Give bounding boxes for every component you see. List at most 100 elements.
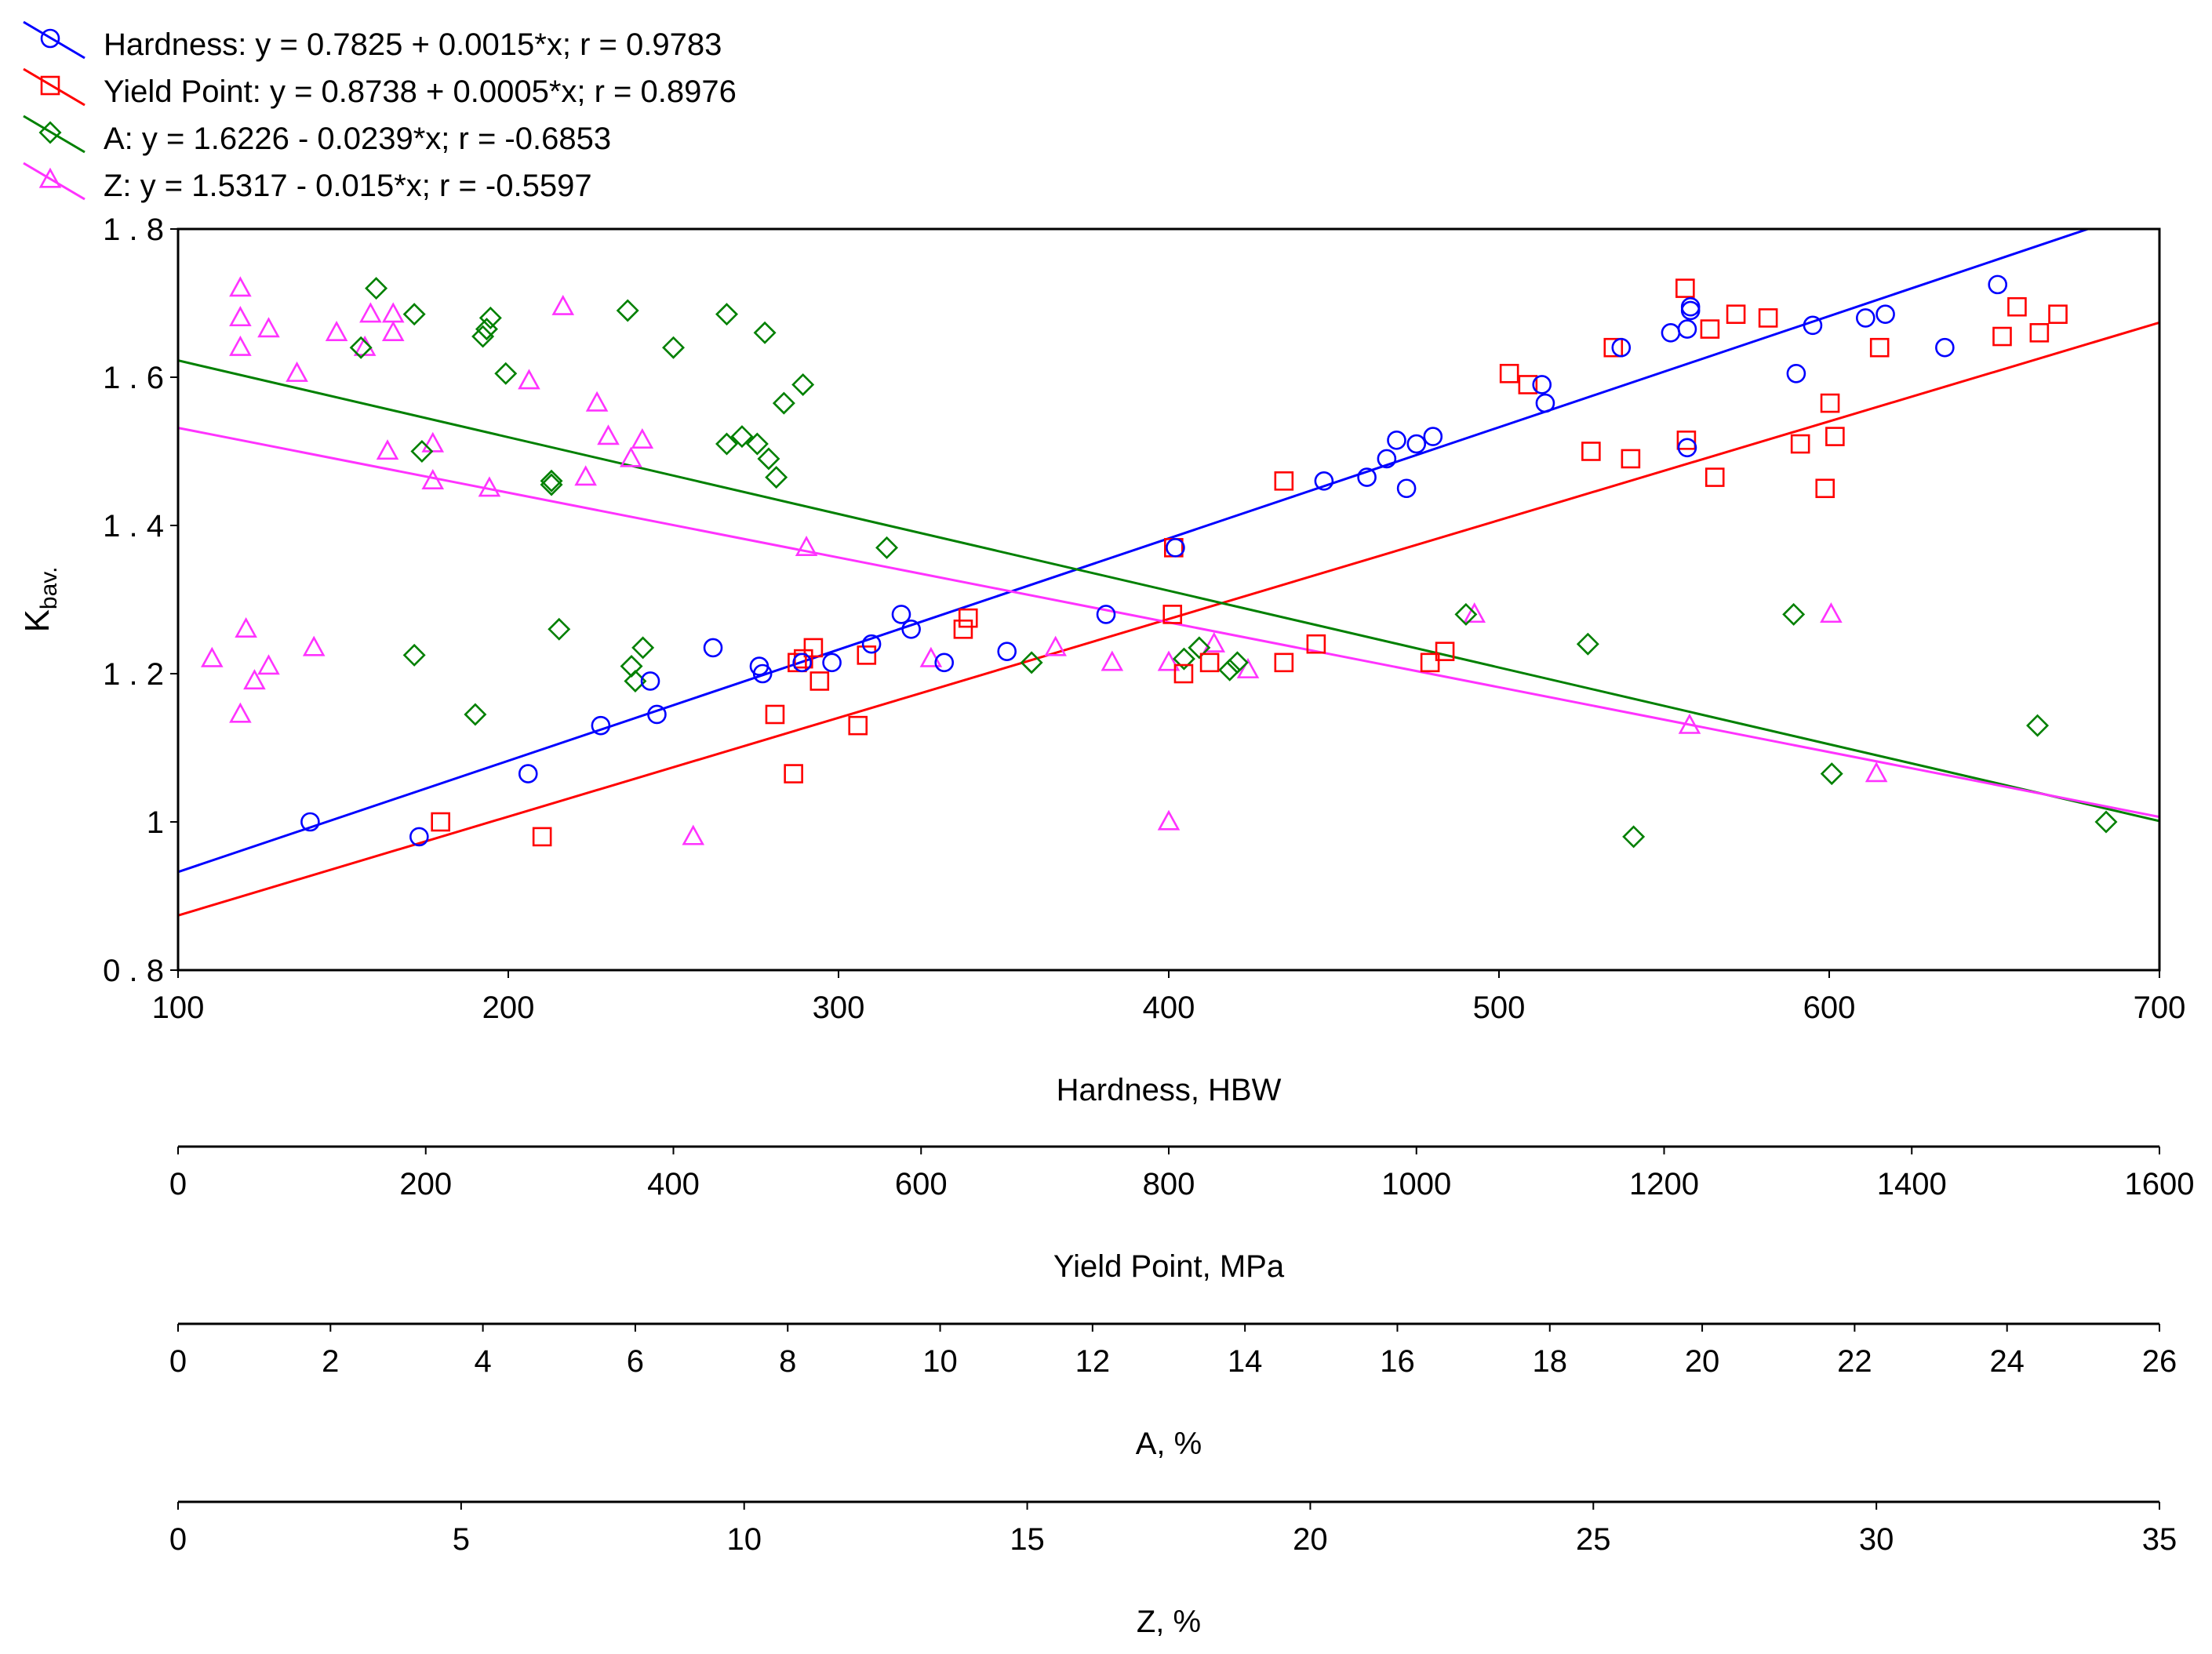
legend-line-a (23, 115, 85, 154)
legend-line-z (23, 162, 85, 201)
x-tick-label: 0 (169, 1167, 187, 1201)
data-point-a (478, 306, 502, 329)
data-point-yield-point (788, 653, 807, 673)
data-point-hardness (1786, 363, 1806, 384)
data-point-z (229, 335, 252, 356)
data-point-yield-point (1704, 467, 1725, 487)
data-point-z (325, 320, 348, 341)
data-point-z (1157, 650, 1181, 671)
x-axis-yield: 0 200 400 600 800 1000 1200 1400 1600 Yield Point… (169, 1145, 2194, 1284)
data-point-yield-point (1435, 642, 1455, 661)
data-point-z (585, 391, 609, 412)
data-point-yield-point (431, 812, 450, 832)
x-tick-label: 4 (474, 1344, 491, 1379)
legend-marker-z (38, 167, 62, 188)
data-point-yield-point (1790, 434, 1810, 454)
data-point-a (1188, 636, 1211, 660)
data-point-hardness (703, 638, 723, 658)
data-point-z (478, 476, 501, 497)
legend-label-yield-point: Yield Point: y = 0.8738 + 0.0005*x; r = … (104, 75, 737, 109)
data-point-z (421, 431, 445, 453)
data-point-hardness (1532, 375, 1552, 394)
regression-lines (178, 229, 2159, 917)
data-point-yield-point (1199, 653, 1220, 673)
data-point-z (1678, 713, 1701, 734)
data-point-hardness (591, 715, 611, 736)
data-point-a (1622, 825, 1646, 849)
x-axis-title: Yield Point, MPa (1053, 1249, 1285, 1284)
data-point-hardness (1875, 304, 1895, 324)
x-tick-label: 1200 (1629, 1167, 1699, 1201)
data-point-yield-point (1420, 653, 1440, 673)
data-point-a (662, 336, 685, 359)
data-point-z (421, 468, 445, 489)
data-point-hardness (1406, 434, 1427, 454)
y-axis-label: Kbav. (18, 567, 62, 633)
x-tick-label: 1400 (1877, 1167, 1947, 1201)
data-point-a (765, 466, 788, 489)
data-point-a (745, 432, 769, 456)
data-point-hardness (997, 642, 1017, 661)
x-tick-label: 12 (1075, 1344, 1111, 1379)
data-point-yield-point (532, 827, 552, 847)
x-axis-title: A, % (1136, 1427, 1202, 1461)
x-tick-label: 300 (813, 991, 865, 1025)
data-point-hardness (1680, 296, 1701, 317)
data-point-yield-point (1518, 375, 1538, 394)
data-point-yield-point (809, 671, 830, 691)
y-tick-label: 1 . 4 (103, 509, 164, 543)
data-point-a (875, 536, 899, 559)
data-point-hardness (1677, 438, 1697, 458)
data-point-z (229, 306, 252, 327)
y-tick-label: 1 . 2 (103, 657, 164, 692)
data-point-hardness (1387, 431, 1406, 450)
data-point-a (365, 277, 388, 300)
data-point-yield-point (1173, 663, 1194, 684)
x-tick-label: 400 (647, 1167, 700, 1201)
data-point-yield-point (1992, 326, 2012, 347)
x-tick-label: 14 (1228, 1344, 1263, 1379)
data-point-hardness (1377, 449, 1397, 469)
plot-area: 0 . 8 1 1 . 2 1 . 4 1 . 6 1 . 8 (103, 213, 2161, 988)
data-point-yield-point (2048, 304, 2068, 324)
data-point-hardness (1423, 427, 1443, 446)
data-point-a (616, 299, 639, 322)
data-point-z (1865, 762, 1888, 783)
data-point-a (494, 362, 518, 385)
y-tick-label: 0 . 8 (103, 954, 164, 988)
data-point-z (376, 439, 399, 460)
data-point-yield-point (1603, 337, 1624, 358)
data-point-hardness (861, 634, 882, 654)
data-point-a (1576, 632, 1599, 656)
data-point-yield-point (1726, 304, 1746, 324)
data-point-yield-point (1815, 478, 1835, 499)
x-tick-label: 26 (2142, 1344, 2177, 1379)
data-point-hardness (1677, 319, 1697, 339)
data-point-a (402, 643, 426, 667)
data-point-a (410, 440, 434, 463)
x-tick-label: 15 (1010, 1522, 1045, 1557)
x-tick-label: 25 (1576, 1522, 1611, 1557)
data-point-z (551, 294, 575, 315)
data-point-z (682, 824, 705, 845)
data-point-hardness (1535, 393, 1555, 413)
x-tick-label: 1000 (1381, 1167, 1451, 1201)
legend-line-yield-point (23, 67, 85, 107)
data-point-hardness (409, 827, 429, 847)
data-point-hardness (300, 812, 320, 832)
data-point-yield-point (1274, 471, 1294, 491)
x-tick-label: 400 (1143, 991, 1195, 1025)
data-point-z (1463, 602, 1486, 623)
legend-item-a: A: y = 1.6226 - 0.0239*x; r = -0.6853 (23, 115, 611, 156)
data-point-a (540, 469, 563, 493)
data-point-a (791, 373, 815, 396)
data-point-yield-point (848, 715, 868, 736)
data-point-yield-point (1869, 337, 1890, 358)
data-point-hardness (1856, 308, 1875, 328)
data-point-yield-point (1820, 393, 1840, 413)
data-point-a (464, 703, 487, 726)
legend-line-hardness (23, 20, 85, 60)
data-point-a (1454, 602, 1478, 626)
